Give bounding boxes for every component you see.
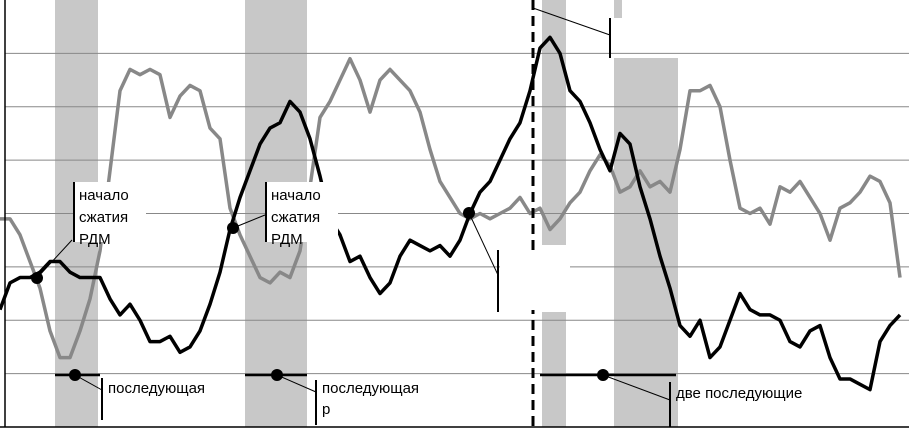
label-bg — [74, 182, 146, 242]
band — [542, 0, 566, 245]
callout-line — [468, 212, 499, 276]
label-bg — [500, 250, 570, 310]
callout-line — [602, 374, 671, 401]
band — [542, 312, 566, 427]
annotations: начало сжатия РДМ начало сжатия РДМ посл… — [73, 182, 802, 418]
dot — [271, 369, 283, 381]
band — [614, 58, 678, 427]
dot — [227, 222, 239, 234]
dot — [31, 272, 43, 284]
annotation: две последующие — [676, 385, 802, 402]
annotation: последующая — [322, 380, 419, 397]
dot — [69, 369, 81, 381]
annotation: РДМ — [79, 231, 111, 248]
lines — [0, 35, 902, 392]
dots — [31, 207, 609, 381]
annotation: сжатия — [79, 209, 128, 226]
annotation: РДМ — [271, 231, 303, 248]
grid — [5, 52, 909, 375]
annotation: сжатия — [271, 209, 320, 226]
series-line — [0, 35, 902, 392]
callout-line — [276, 374, 317, 393]
callout-line — [36, 239, 73, 279]
annotation: р — [322, 401, 330, 418]
annotation: последующая — [108, 380, 205, 397]
series-line — [0, 56, 902, 360]
dot — [463, 207, 475, 219]
annotation: начало — [271, 187, 321, 204]
callout-line — [532, 7, 611, 36]
dot — [597, 369, 609, 381]
annotation: начало — [79, 187, 129, 204]
label-bg — [266, 182, 338, 242]
band — [614, 0, 622, 18]
